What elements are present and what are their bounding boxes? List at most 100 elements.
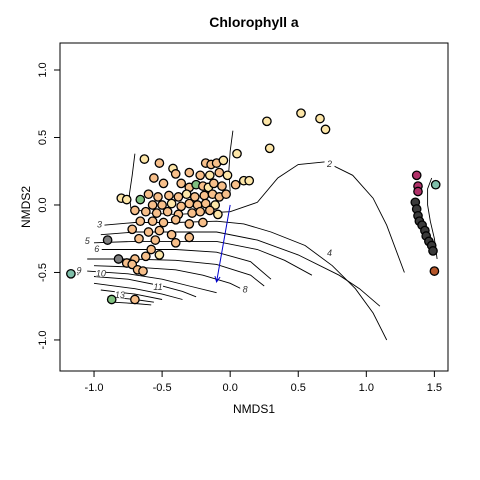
data-point	[157, 200, 167, 210]
y-tick-label: 0.0	[37, 197, 49, 212]
contour-label: 3	[97, 220, 102, 230]
contour-line	[103, 220, 388, 341]
y-tick-label: -1.0	[37, 330, 49, 349]
contour-line	[93, 240, 313, 276]
contour-label-bg	[74, 265, 85, 275]
data-point	[143, 189, 154, 200]
plot-frame	[59, 42, 449, 372]
data-point	[195, 170, 206, 181]
contour-label: 8	[243, 285, 248, 295]
contour-label: 4	[327, 248, 332, 258]
data-point	[176, 178, 187, 189]
vector-arrow-head	[214, 276, 221, 284]
x-tick-label: 0.0	[223, 382, 238, 394]
data-point	[149, 173, 159, 183]
data-point	[184, 198, 195, 209]
data-point	[135, 216, 146, 227]
data-point	[429, 266, 440, 276]
data-point	[102, 235, 113, 245]
x-axis: -1.0 -0.5 0.0 0.5 1.0 1.5	[85, 371, 442, 394]
data-point	[166, 198, 177, 209]
data-point	[176, 201, 187, 212]
data-point	[320, 124, 331, 135]
contour-label-bg	[114, 289, 125, 299]
data-point	[198, 217, 208, 228]
data-point	[170, 214, 181, 225]
contour-label-bg	[324, 158, 335, 168]
data-point	[170, 237, 181, 248]
data-point	[147, 216, 158, 227]
contour-label-bg	[153, 281, 164, 291]
data-point	[232, 148, 242, 159]
data-point	[134, 233, 144, 244]
data-point	[139, 154, 150, 164]
data-point	[413, 186, 423, 197]
data-point	[244, 175, 255, 186]
data-point	[217, 181, 227, 191]
contour-label: 11	[153, 282, 162, 292]
data-point	[411, 170, 422, 181]
data-point	[200, 198, 211, 209]
contour-line	[93, 276, 197, 298]
data-point	[213, 209, 223, 220]
data-point	[204, 205, 215, 216]
data-point	[138, 266, 148, 276]
contour-line	[87, 270, 217, 294]
data-point	[187, 208, 197, 218]
data-point	[164, 190, 174, 201]
data-point	[195, 206, 206, 217]
vector-arrow-shaft	[216, 204, 231, 283]
x-tick-label: -0.5	[153, 382, 172, 394]
data-point	[147, 200, 158, 210]
x-axis-title: NMDS1	[233, 402, 275, 416]
contour-label-bg	[94, 219, 105, 229]
x-tick-label: -1.0	[85, 382, 104, 394]
data-point	[208, 178, 219, 189]
data-point	[162, 206, 173, 217]
data-point	[166, 229, 177, 240]
data-point	[181, 189, 192, 200]
data-point	[140, 251, 151, 262]
data-point	[151, 208, 162, 218]
data-point	[158, 178, 169, 189]
data-point	[230, 179, 241, 190]
data-point	[315, 113, 325, 124]
data-point	[154, 225, 165, 236]
data-point	[218, 155, 229, 166]
contour-label-bg	[91, 243, 102, 253]
data-point	[127, 224, 138, 235]
data-point	[154, 250, 165, 260]
data-point	[428, 246, 438, 256]
data-point	[130, 294, 140, 305]
contour-label-bg	[240, 284, 251, 294]
fitted-vector	[214, 204, 231, 284]
contour-label: 2	[326, 159, 332, 169]
data-point	[199, 190, 210, 201]
data-point	[214, 167, 225, 178]
data-point	[66, 268, 76, 279]
contour-label-bg	[82, 235, 93, 245]
contour-line	[93, 282, 183, 300]
contour-line	[228, 130, 234, 192]
data-point	[184, 167, 195, 178]
data-point	[143, 227, 154, 237]
contour-label: 5	[85, 236, 91, 246]
data-point	[130, 205, 140, 216]
data-point	[153, 192, 163, 202]
data-point	[106, 294, 117, 305]
data-point	[170, 169, 181, 179]
contour-label: 6	[94, 244, 99, 254]
data-point	[221, 189, 231, 200]
data-point	[135, 194, 146, 205]
contour-label-bg	[324, 247, 335, 257]
contour-line	[100, 289, 163, 300]
data-point	[146, 244, 157, 255]
data-point	[264, 143, 275, 154]
data-point	[184, 232, 195, 243]
data-point	[121, 194, 132, 205]
contour-label: 10	[96, 268, 106, 278]
y-tick-label: -0.5	[37, 263, 49, 282]
data-point	[262, 116, 272, 127]
sample-points	[66, 108, 441, 305]
